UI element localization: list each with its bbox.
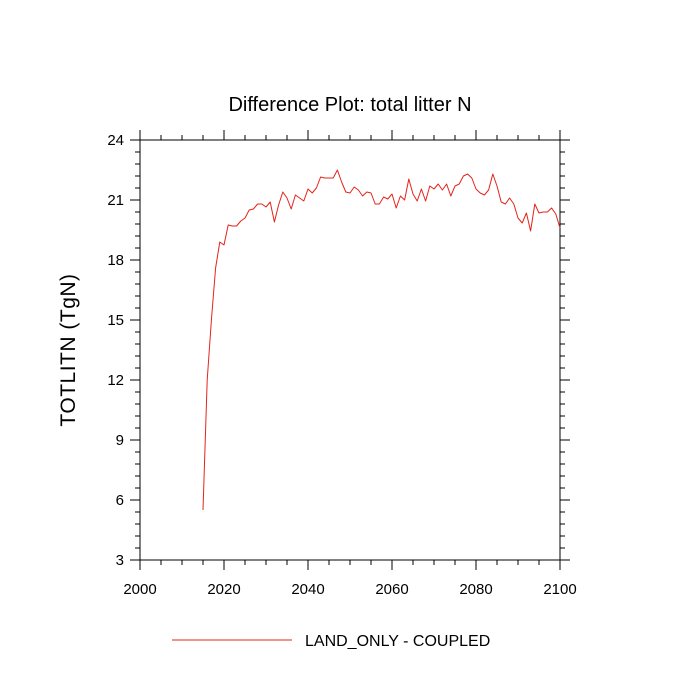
y-tick-label: 18 [107,252,124,269]
x-tick-label: 2060 [375,581,408,598]
y-tick-label: 12 [107,372,124,389]
series-line [202,169,561,511]
y-tick-label: 9 [116,432,124,449]
legend: LAND_ONLY - COUPLED [172,633,490,650]
legend-label: LAND_ONLY - COUPLED [305,633,490,650]
x-tick-label: 2020 [207,581,240,598]
series-layer [202,169,561,511]
y-tick-label: 21 [107,192,124,209]
minor-ticks [135,135,565,565]
x-tick-label: 2080 [459,581,492,598]
chart-title: Difference Plot: total litter N [228,94,471,116]
y-tick-label: 6 [116,492,124,509]
major-ticks [130,130,570,570]
x-tick-label: 2000 [123,581,156,598]
y-tick-labels: 3 6 9 12 15 18 21 24 [107,132,124,569]
y-tick-label: 15 [107,312,124,329]
y-tick-label: 24 [107,132,124,149]
x-tick-label: 2040 [291,581,324,598]
x-tick-labels: 2000 2020 2040 2060 2080 2100 [123,581,576,598]
y-axis-label: TOTLITN (TgN) [57,273,80,426]
y-tick-label: 3 [116,552,124,569]
x-tick-label: 2100 [543,581,576,598]
